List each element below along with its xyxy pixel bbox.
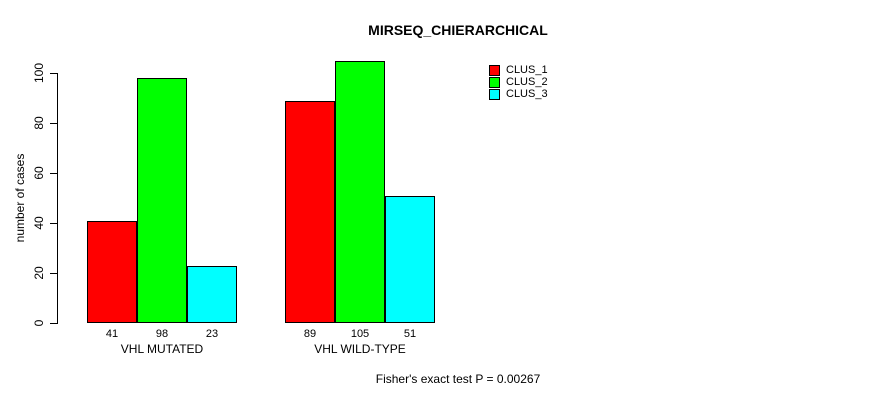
- y-tick-label: 60: [32, 166, 46, 180]
- bar-clus_3-2: [385, 195, 435, 323]
- y-tick: [50, 73, 57, 74]
- bar-value-label: 23: [205, 328, 219, 340]
- y-tick-label: 80: [32, 116, 46, 130]
- legend-label: CLUS_3: [506, 88, 548, 100]
- legend-label: CLUS_2: [506, 76, 548, 88]
- y-axis-line: [57, 73, 58, 324]
- y-tick: [50, 273, 57, 274]
- y-tick: [50, 323, 57, 324]
- y-tick: [50, 223, 57, 224]
- legend-swatch: [489, 88, 500, 100]
- y-axis-title: number of cases: [13, 153, 27, 243]
- y-tick-label: 100: [32, 62, 46, 84]
- legend-item: CLUS_1: [489, 64, 548, 76]
- legend-swatch: [489, 76, 500, 88]
- y-tick: [50, 173, 57, 174]
- y-tick: [50, 123, 57, 124]
- legend-swatch: [489, 64, 500, 76]
- bar-clus_2-1: [137, 78, 187, 323]
- x-category-label: VHL WILD-TYPE: [314, 342, 406, 356]
- y-tick-label: 40: [32, 216, 46, 230]
- legend-item: CLUS_2: [489, 76, 548, 88]
- bar-clus_3-1: [187, 265, 237, 323]
- bar-value-label: 98: [155, 328, 169, 340]
- bar-value-label: 41: [105, 328, 119, 340]
- bar-value-label: 105: [350, 328, 370, 340]
- annotation-fisher-test: Fisher's exact test P = 0.00267: [375, 372, 541, 386]
- x-category-label: VHL MUTATED: [120, 342, 204, 356]
- chart-title: MIRSEQ_CHIERARCHICAL: [368, 22, 548, 38]
- bar-value-label: 89: [303, 328, 317, 340]
- bar-clus_1-2: [285, 100, 335, 323]
- bar-clus_1-1: [87, 220, 137, 323]
- bar-clus_2-2: [335, 60, 385, 323]
- y-tick-label: 20: [32, 266, 46, 280]
- y-tick-label: 0: [32, 319, 46, 327]
- bar-value-label: 51: [403, 328, 417, 340]
- legend-label: CLUS_1: [506, 64, 548, 76]
- legend-item: CLUS_3: [489, 88, 548, 100]
- legend: CLUS_1 CLUS_2 CLUS_3: [489, 64, 548, 100]
